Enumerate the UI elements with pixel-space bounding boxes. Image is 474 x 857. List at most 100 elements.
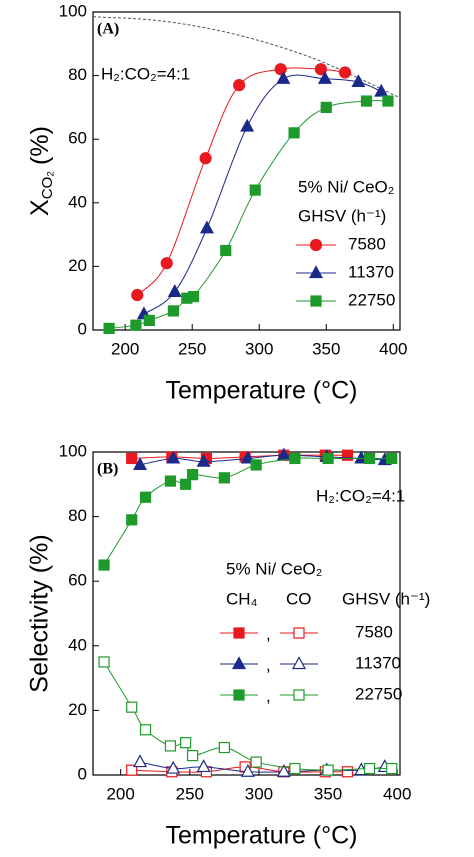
series-line bbox=[103, 457, 392, 566]
marker bbox=[274, 63, 287, 76]
marker bbox=[143, 314, 155, 327]
y-label-sub: CO₂ bbox=[39, 171, 56, 200]
marker bbox=[288, 127, 300, 139]
marker bbox=[130, 319, 142, 331]
panel-label: (A) bbox=[97, 21, 119, 38]
marker bbox=[196, 759, 211, 773]
marker bbox=[103, 322, 115, 335]
marker bbox=[386, 762, 398, 775]
marker bbox=[233, 79, 246, 92]
marker bbox=[249, 184, 261, 196]
legend-separator: , bbox=[266, 686, 271, 705]
marker bbox=[351, 74, 366, 88]
marker bbox=[231, 656, 247, 670]
marker bbox=[293, 689, 305, 701]
series-line bbox=[103, 661, 392, 771]
marker bbox=[276, 764, 291, 777]
marker bbox=[317, 71, 332, 84]
marker bbox=[98, 656, 110, 668]
marker bbox=[289, 762, 301, 775]
legend-label: 22750 bbox=[348, 290, 395, 309]
plot-frame bbox=[92, 11, 401, 331]
marker bbox=[167, 305, 180, 317]
legend-label: 7580 bbox=[348, 234, 386, 253]
y-label-unit: (%) bbox=[26, 126, 54, 165]
marker bbox=[360, 95, 373, 107]
marker bbox=[126, 514, 138, 526]
legend-column: CH₄ bbox=[226, 589, 258, 608]
marker bbox=[309, 238, 323, 252]
series-line bbox=[143, 74, 382, 315]
marker bbox=[363, 762, 376, 775]
x-tick-label: 250 bbox=[176, 784, 204, 803]
marker bbox=[374, 83, 389, 97]
marker bbox=[250, 459, 262, 471]
legend-column: GHSV (h⁻¹) bbox=[342, 589, 430, 608]
marker bbox=[293, 627, 305, 639]
x-tick-label: 200 bbox=[111, 339, 139, 358]
annotation: H₂:CO₂=4:1 bbox=[101, 64, 190, 83]
legend-label: 11370 bbox=[355, 653, 401, 672]
legend-title: 5% Ni/ CeO₂ bbox=[226, 559, 322, 578]
x-tick-label: 350 bbox=[312, 339, 340, 358]
marker bbox=[289, 452, 301, 465]
y-tick-label: 100 bbox=[59, 1, 87, 20]
legend-label: 7580 bbox=[355, 622, 393, 641]
marker bbox=[363, 452, 376, 465]
marker bbox=[126, 701, 138, 713]
marker bbox=[322, 452, 334, 465]
x-tick-label: 200 bbox=[106, 784, 134, 803]
y-tick-label: 100 bbox=[59, 441, 87, 460]
marker bbox=[164, 740, 177, 752]
marker bbox=[341, 766, 354, 778]
marker bbox=[218, 741, 230, 754]
marker bbox=[386, 452, 398, 465]
marker bbox=[341, 449, 354, 461]
x-tick-label: 400 bbox=[383, 784, 411, 803]
marker bbox=[250, 756, 262, 768]
marker bbox=[139, 491, 152, 503]
marker bbox=[320, 101, 332, 114]
legend-subtitle: GHSV (h⁻¹) bbox=[298, 206, 386, 225]
panel-label: (B) bbox=[97, 461, 118, 478]
marker bbox=[220, 244, 232, 257]
legend-title: 5% Ni/ CeO₂ bbox=[298, 177, 394, 196]
legend-separator: , bbox=[266, 624, 271, 643]
marker bbox=[126, 764, 138, 776]
y-tick-label: 60 bbox=[68, 129, 87, 148]
marker bbox=[233, 689, 245, 701]
y-axis-label: XCO₂ (%) bbox=[26, 126, 56, 216]
x-tick-label: 250 bbox=[178, 339, 206, 358]
y-tick-label: 40 bbox=[68, 192, 87, 211]
marker bbox=[291, 656, 307, 670]
marker bbox=[240, 118, 255, 132]
y-tick-label: 60 bbox=[68, 571, 87, 590]
marker bbox=[186, 750, 199, 762]
x-axis-label: Temperature (°C) bbox=[166, 822, 358, 850]
y-tick-label: 20 bbox=[68, 700, 87, 719]
y-label-main: X bbox=[26, 199, 54, 216]
marker bbox=[166, 450, 181, 464]
marker bbox=[98, 559, 110, 571]
marker bbox=[338, 66, 352, 79]
annotation: H₂:CO₂=4:1 bbox=[316, 486, 405, 505]
y-tick-label: 20 bbox=[68, 256, 87, 275]
marker bbox=[199, 220, 214, 234]
x-axis-label: Temperature (°C) bbox=[166, 377, 358, 405]
y-tick-label: 0 bbox=[78, 764, 87, 783]
marker bbox=[218, 472, 230, 484]
marker bbox=[164, 475, 177, 487]
marker bbox=[240, 764, 255, 777]
marker bbox=[139, 724, 152, 736]
marker bbox=[314, 63, 328, 76]
marker bbox=[133, 457, 148, 471]
marker bbox=[131, 288, 144, 302]
marker bbox=[167, 284, 182, 297]
marker bbox=[308, 265, 324, 279]
legend-label: 11370 bbox=[348, 262, 394, 281]
y-axis-label: Selectivity (%) bbox=[26, 534, 54, 692]
marker bbox=[166, 760, 181, 774]
marker bbox=[160, 257, 173, 270]
legend-label: 22750 bbox=[355, 684, 402, 703]
